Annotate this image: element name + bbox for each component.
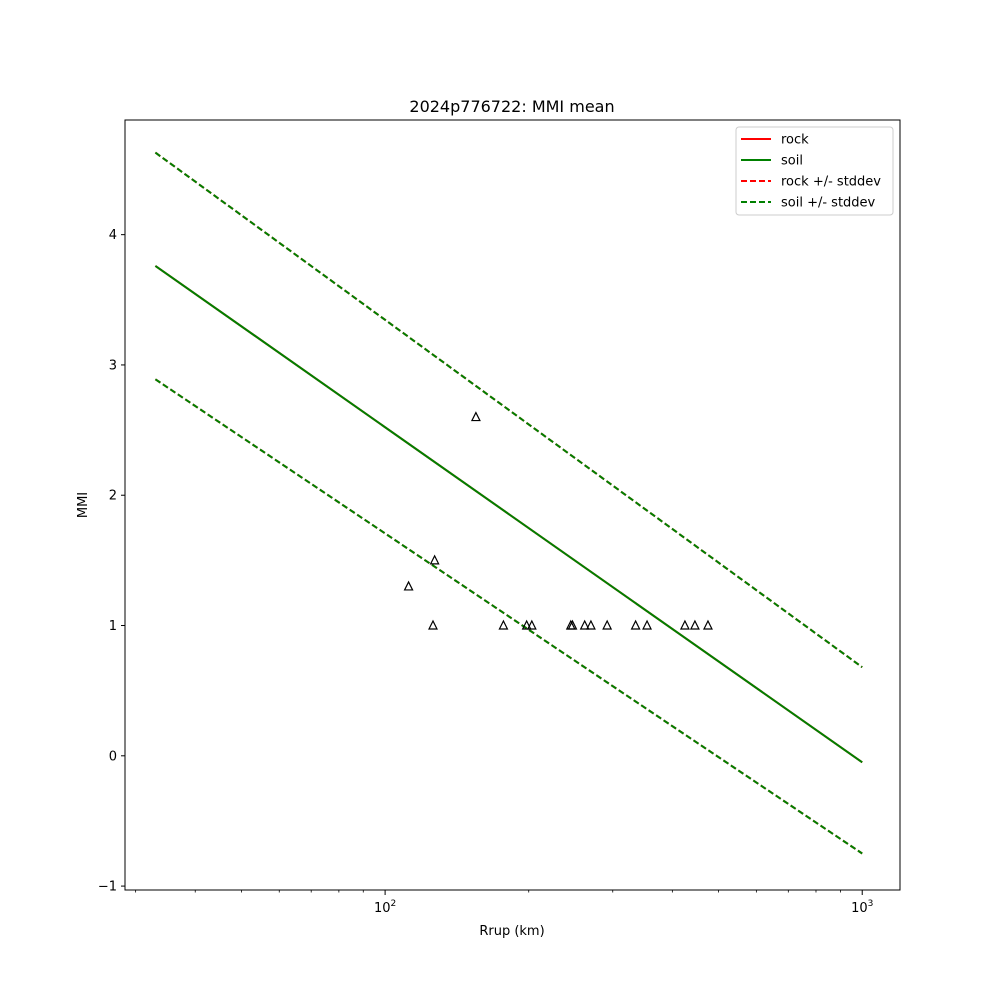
y-tick-label: 3 bbox=[109, 358, 117, 373]
legend-label: soil +/- stddev bbox=[781, 196, 876, 211]
observation-marker bbox=[585, 619, 596, 630]
legend: rock soil rock +/- stddev soil +/- stddev bbox=[735, 126, 894, 216]
x-tick-label: 103 bbox=[851, 899, 873, 916]
y-tick-label: 0 bbox=[109, 749, 117, 764]
observation-marker bbox=[470, 411, 481, 422]
y-tick-label: 4 bbox=[109, 228, 117, 243]
y-tick-label: 1 bbox=[109, 619, 117, 634]
plot-area bbox=[125, 120, 900, 890]
series-lines bbox=[154, 151, 863, 855]
observation-marker bbox=[403, 580, 414, 591]
observation-marker bbox=[526, 619, 537, 630]
series-line-soil-stddev bbox=[154, 151, 863, 669]
x-tick-label: 102 bbox=[374, 899, 396, 916]
observation-marker bbox=[702, 619, 713, 630]
observation-marker bbox=[630, 619, 641, 630]
y-tick-label: 2 bbox=[109, 489, 117, 504]
series-line-soil-stddev bbox=[154, 378, 863, 855]
observation-marker bbox=[429, 554, 440, 565]
observation-marker bbox=[521, 619, 532, 630]
x-axis-label: Rrup (km) bbox=[479, 924, 544, 939]
observation-marker bbox=[567, 619, 578, 630]
series-line-soil bbox=[154, 265, 863, 764]
legend-label: soil bbox=[781, 154, 803, 169]
observation-marker bbox=[498, 619, 509, 630]
legend-label: rock +/- stddev bbox=[781, 175, 881, 190]
observation-marker bbox=[679, 619, 690, 630]
observation-marker bbox=[689, 619, 700, 630]
observation-marker bbox=[428, 619, 438, 630]
axis-ticks: −1 0 1 2 3 4 102 103 bbox=[98, 228, 874, 916]
observation-marker bbox=[602, 619, 613, 630]
observation-markers bbox=[403, 411, 713, 630]
legend-frame bbox=[735, 126, 894, 216]
y-tick-label: −1 bbox=[98, 880, 117, 895]
observation-marker bbox=[579, 619, 590, 630]
chart-title: 2024p776722: MMI mean bbox=[409, 97, 614, 116]
y-axis-label: MMI bbox=[76, 492, 91, 518]
plot-frame bbox=[124, 119, 901, 891]
observation-marker bbox=[642, 619, 653, 630]
legend-label: rock bbox=[781, 133, 809, 148]
